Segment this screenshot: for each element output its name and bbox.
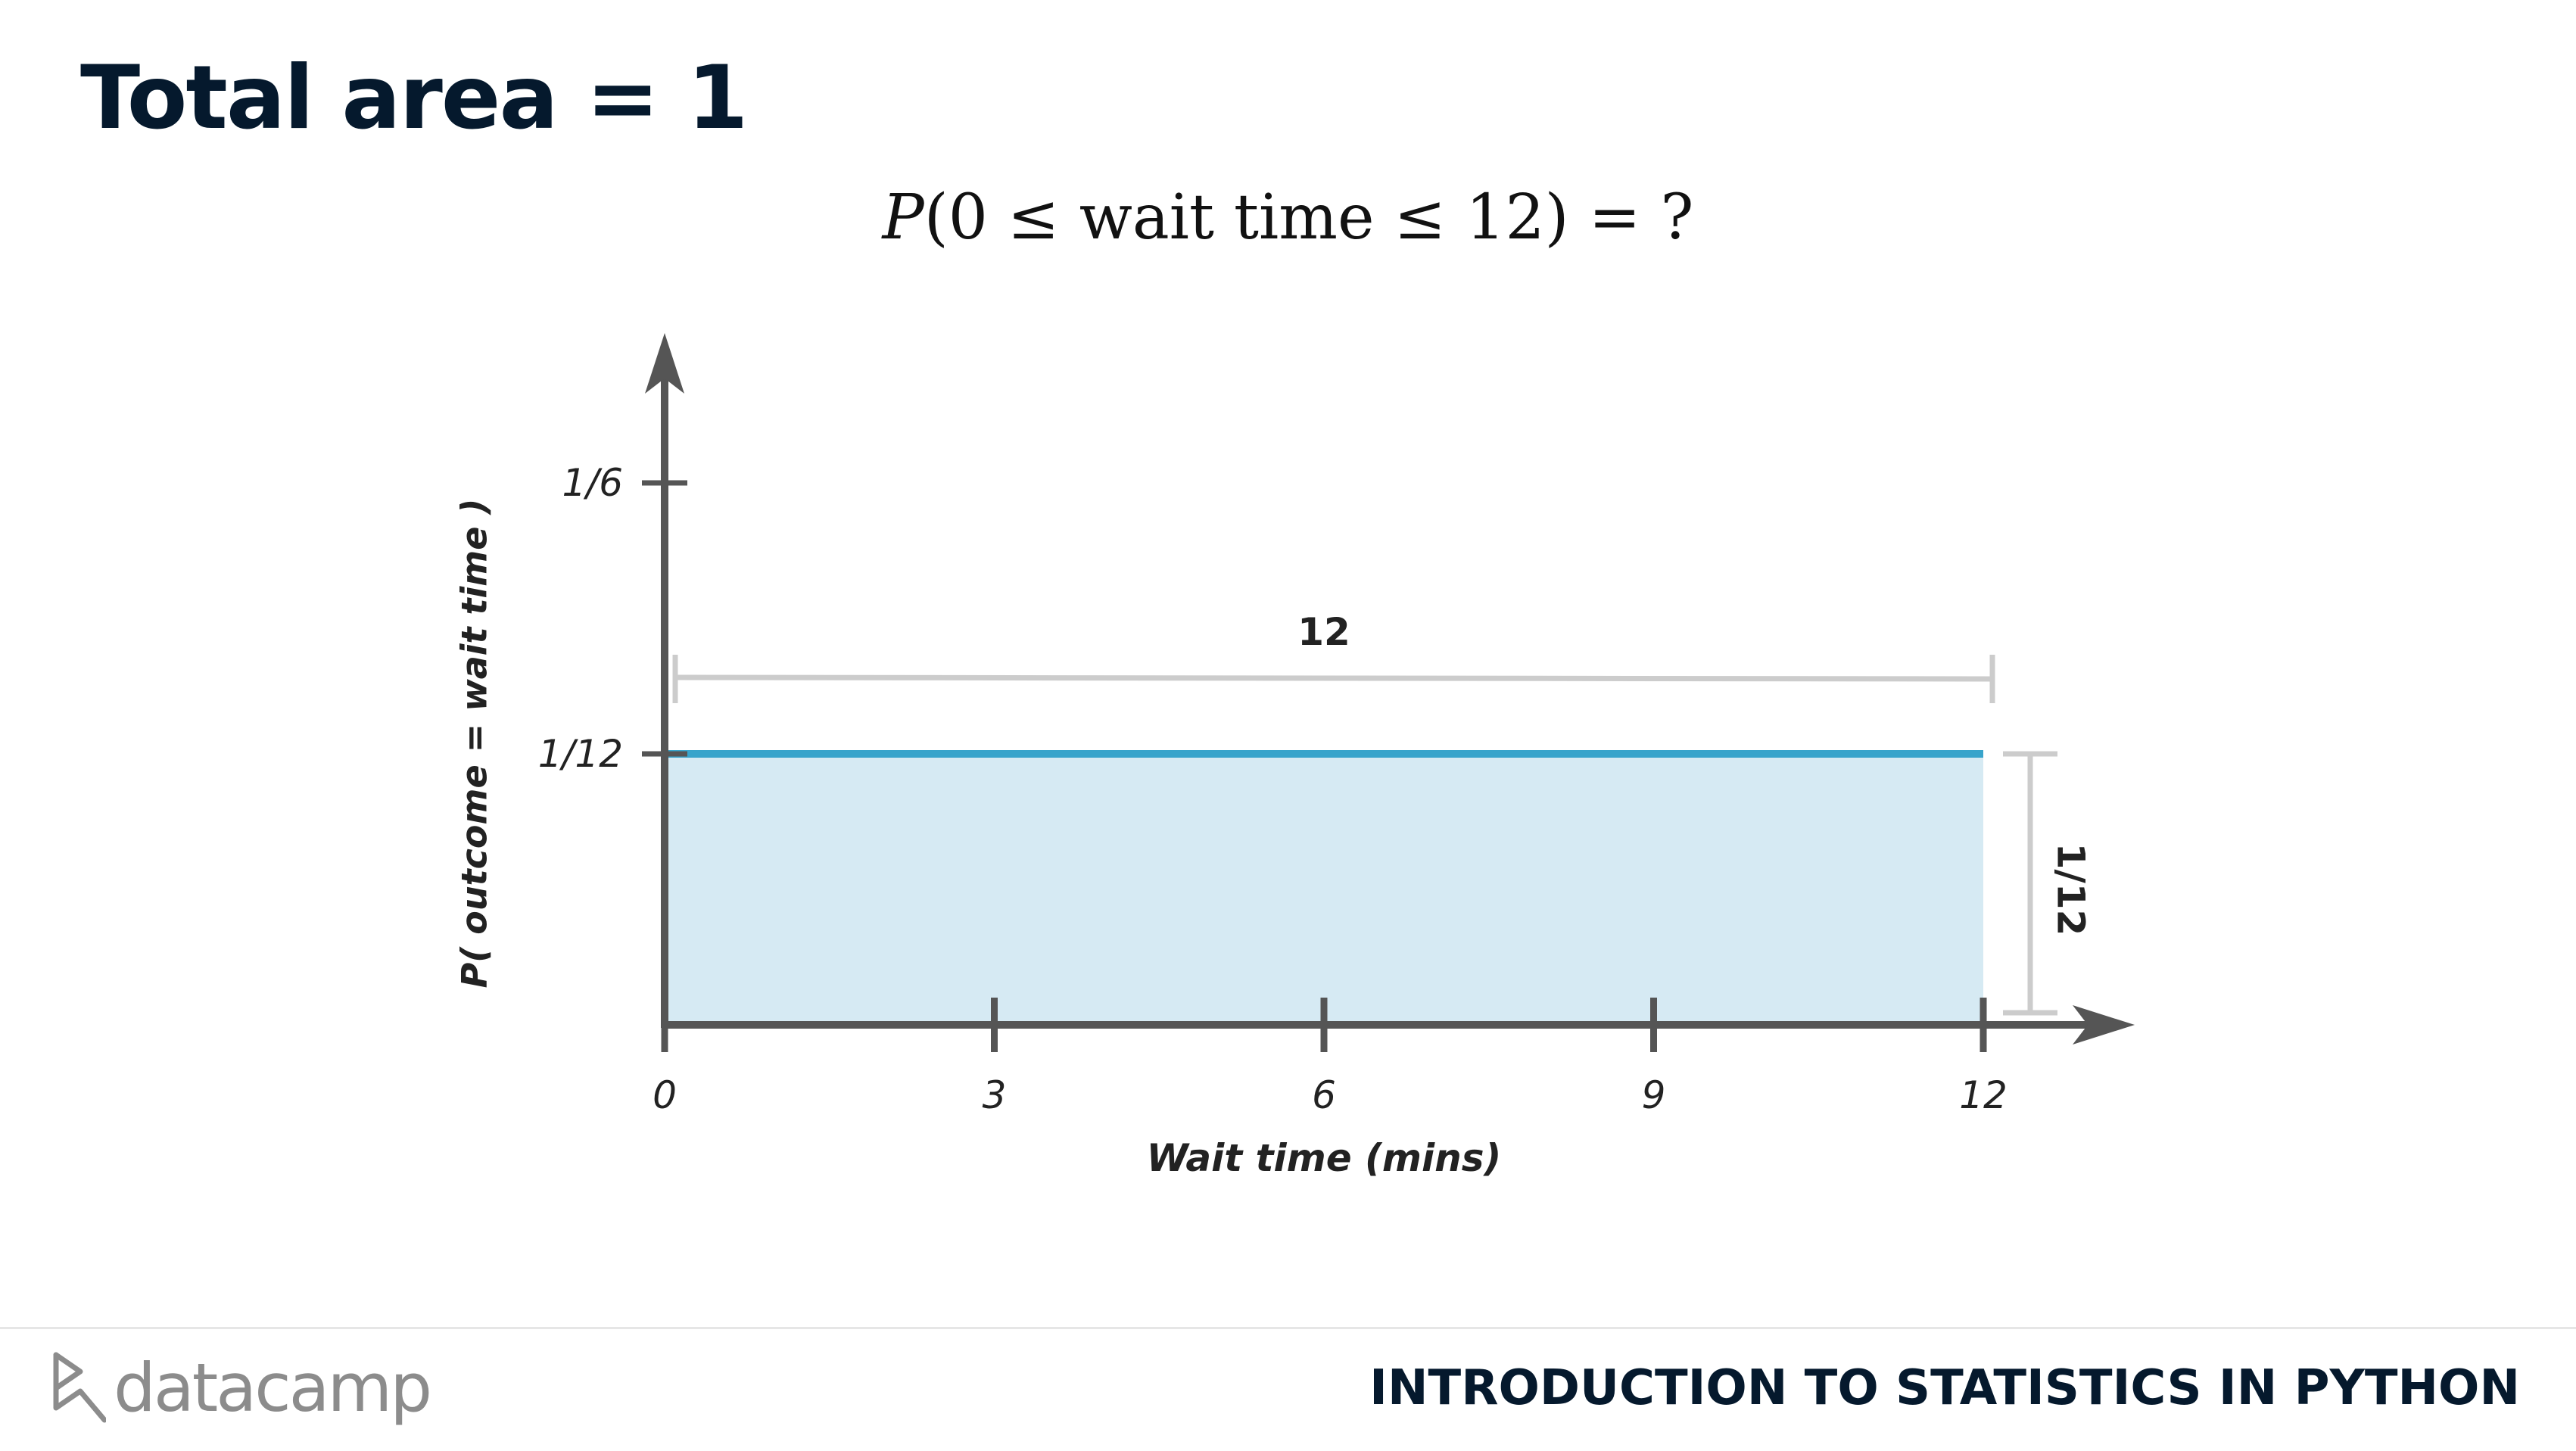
x-tick-label: 9	[1642, 1073, 1666, 1117]
formula-body: (0 ≤ wait time ≤ 12) = ?	[924, 182, 1694, 254]
width-bracket: 12	[672, 610, 1995, 703]
x-tick-label: 3	[983, 1073, 1007, 1117]
x-tick-label: 0	[653, 1073, 677, 1117]
width-bracket-line	[674, 674, 1993, 682]
formula-p: P	[882, 182, 924, 254]
y-ticks: 1/12 1/6	[538, 461, 687, 776]
datacamp-logo-text: datacamp	[114, 1349, 432, 1427]
slide-title: Total area = 1	[80, 47, 748, 149]
x-axis-label: Wait time (mins)	[1147, 1136, 1502, 1180]
x-ticks: 0 3 6 9 12	[653, 998, 2008, 1117]
x-axis-arrow	[2073, 1005, 2135, 1045]
y-axis-arrow	[645, 333, 684, 394]
uniform-distribution-chart: 0 3 6 9 12 1/121/6 12 1/12 Wait time (mins) …	[454, 333, 2135, 1180]
x-tick-label: 6	[1312, 1073, 1336, 1117]
x-tick-label: 12	[1959, 1073, 2008, 1117]
y-axis-label: P( outcome = wait time )	[454, 499, 495, 989]
probability-formula: P(0 ≤ wait time ≤ 12) = ?	[0, 182, 2576, 254]
height-bracket: 1/12	[2003, 751, 2093, 1016]
y-tick-label: 1/6	[562, 461, 623, 505]
height-label: 1/12	[2049, 843, 2093, 936]
footer-divider	[0, 1327, 2576, 1329]
course-title: INTRODUCTION TO STATISTICS IN PYTHON	[1369, 1360, 2520, 1416]
y-tick-label: 1/12	[538, 732, 623, 776]
datacamp-logo: datacamp	[51, 1349, 432, 1427]
datacamp-logo-icon	[53, 1352, 106, 1422]
width-label: 12	[1297, 610, 1350, 654]
probability-area	[665, 754, 1983, 1025]
